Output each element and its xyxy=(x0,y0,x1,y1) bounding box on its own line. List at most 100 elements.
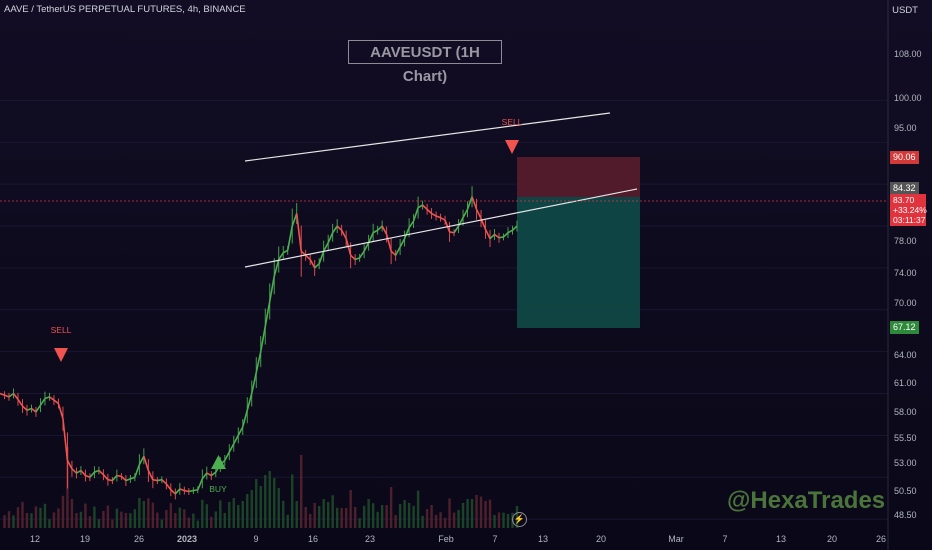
volume-bar xyxy=(232,498,235,528)
volume-bar xyxy=(241,501,244,528)
price-segment xyxy=(453,225,460,234)
volume-bar xyxy=(223,513,226,528)
sell-marker-1 xyxy=(54,348,68,362)
time-axis-label: 2023 xyxy=(176,534,198,544)
lightning-icon[interactable]: ⚡ xyxy=(512,512,527,527)
price-segment xyxy=(241,410,249,428)
volume-bar xyxy=(317,506,321,528)
price-segment xyxy=(282,249,289,254)
price-segment xyxy=(358,250,365,259)
price-segment xyxy=(466,196,473,210)
time-axis-label: 20 xyxy=(595,534,607,544)
price-segment xyxy=(412,207,419,222)
price-segment xyxy=(511,225,518,231)
price-segment xyxy=(440,216,446,221)
volume-bar xyxy=(282,500,285,528)
price-segment xyxy=(502,232,509,238)
price-segment xyxy=(210,471,217,477)
price-segment xyxy=(193,488,198,492)
price-segment xyxy=(377,225,383,231)
volume-bar xyxy=(169,503,173,528)
live-change: +33.24% xyxy=(893,205,927,215)
volume-bars xyxy=(3,447,519,528)
volume-bar xyxy=(237,505,240,528)
price-axis-label: 78.00 xyxy=(894,236,917,246)
volume-bar xyxy=(349,490,352,528)
price-segment xyxy=(417,204,423,209)
price-segment xyxy=(475,208,482,219)
price-segment xyxy=(39,398,46,406)
price-segment xyxy=(53,399,59,405)
price-segment xyxy=(71,468,77,474)
price-segment xyxy=(381,225,388,235)
symbol-title[interactable]: AAVE / TetherUS PERPETUAL FUTURES, 4h, B… xyxy=(4,4,246,15)
price-segment xyxy=(363,242,370,252)
price-segment xyxy=(489,233,496,240)
live-price: 83.70 xyxy=(893,195,915,205)
chart-grid xyxy=(0,99,888,520)
take-profit-zone xyxy=(517,197,640,328)
price-segment xyxy=(228,443,235,453)
price-axis-label: 48.50 xyxy=(894,510,917,520)
price-segment xyxy=(350,254,356,261)
channel-upper-line xyxy=(244,112,611,162)
price-segment xyxy=(367,232,374,244)
volume-bar xyxy=(133,509,137,528)
volume-bar xyxy=(295,501,298,528)
price-segment xyxy=(8,392,14,398)
channel-lower-line xyxy=(244,188,638,268)
volume-bar xyxy=(277,488,280,528)
price-axis-label: 108.00 xyxy=(894,49,922,59)
volume-bar xyxy=(412,505,415,528)
price-segment xyxy=(89,471,96,478)
volume-bar xyxy=(219,500,222,528)
volume-bar xyxy=(304,507,307,528)
volume-bar xyxy=(403,500,406,528)
volume-bar xyxy=(367,499,370,528)
volume-bar xyxy=(255,479,258,528)
price-segment xyxy=(309,259,316,269)
price-segment xyxy=(286,225,294,251)
price-axis-label: 95.00 xyxy=(894,123,917,133)
live-countdown: 03:11:37 xyxy=(893,215,926,225)
price-segment xyxy=(152,478,158,482)
price-series xyxy=(0,186,518,500)
volume-bar xyxy=(479,496,483,528)
volume-bar xyxy=(398,504,402,528)
volume-bar xyxy=(286,514,289,528)
time-axis-label: 7 xyxy=(492,534,498,544)
price-segment xyxy=(107,478,113,482)
price-segment xyxy=(57,403,64,419)
price-segment xyxy=(431,212,437,217)
volume-bar xyxy=(25,513,29,528)
volume-bar xyxy=(340,508,343,528)
volume-bar xyxy=(250,490,253,528)
volume-bar xyxy=(344,508,348,528)
price-segment xyxy=(291,213,298,227)
price-axis-label: 55.50 xyxy=(894,433,917,443)
price-axis-label: 70.00 xyxy=(894,298,917,308)
volume-bar xyxy=(12,515,15,528)
price-segment xyxy=(165,483,172,491)
price-segment xyxy=(494,233,500,239)
target-price-tag: 67.12 xyxy=(890,321,919,334)
volume-bar xyxy=(16,507,20,528)
price-segment xyxy=(116,474,122,478)
price-segment xyxy=(0,392,5,396)
price-segment xyxy=(318,250,325,264)
volume-bar xyxy=(115,508,119,528)
volume-bar xyxy=(353,507,357,528)
price-segment xyxy=(250,372,258,394)
buy-label: BUY xyxy=(209,484,227,494)
volume-bar xyxy=(165,510,168,528)
live-price-tag: 83.70 +33.24% 03:11:37 xyxy=(890,194,927,226)
entry-price-tag: 84.32 xyxy=(890,182,919,195)
price-segment xyxy=(259,326,267,352)
price-segment xyxy=(26,407,32,411)
price-segment xyxy=(399,238,406,248)
time-axis-label: 20 xyxy=(826,534,838,544)
volume-bar xyxy=(160,519,164,528)
price-segment xyxy=(62,418,69,461)
price-segment xyxy=(98,469,104,476)
